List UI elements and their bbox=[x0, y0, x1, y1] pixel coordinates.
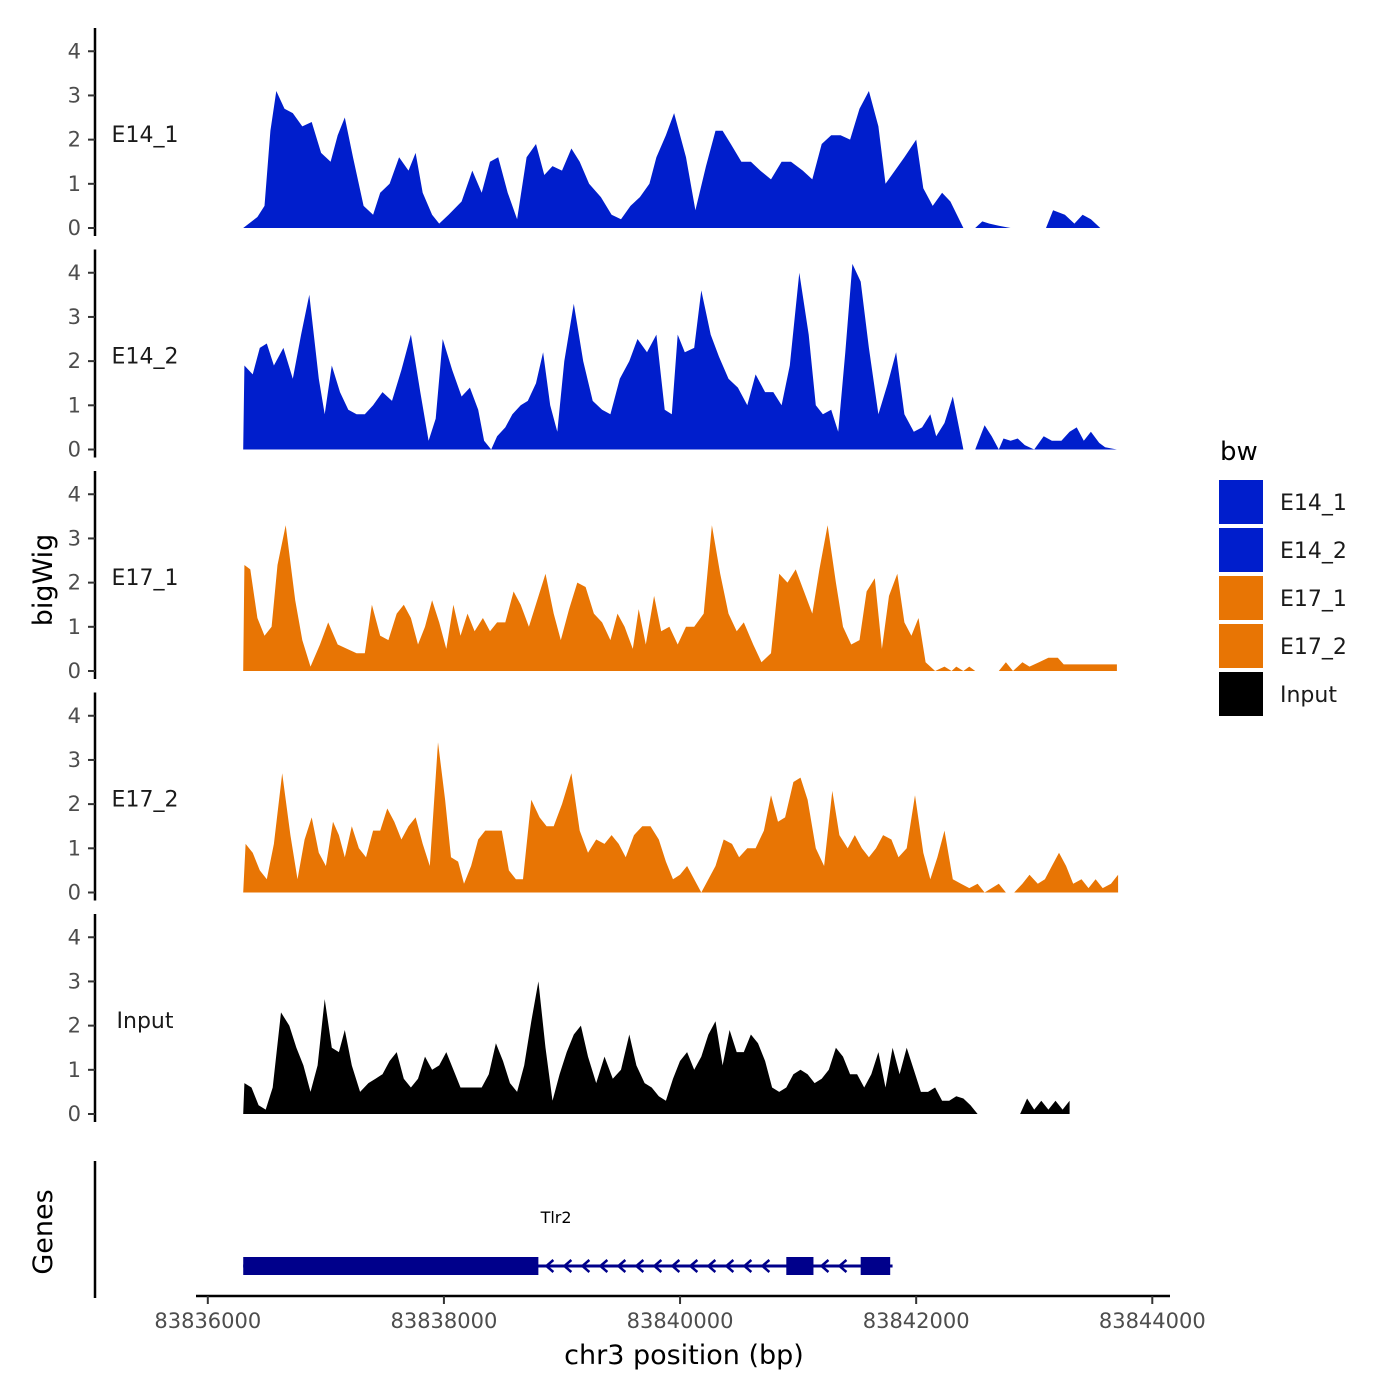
legend-label: E14_1 bbox=[1280, 491, 1347, 516]
strand-arrow bbox=[819, 1259, 830, 1273]
coverage-tracks: 0 1 2 3 4 E14_1 0 1 2 3 4 E14_2 0 1 2 3 4 E17_1 0 1 2 3 4 E17_2… bbox=[68, 28, 1119, 1126]
track-Input: 0 1 2 3 4 Input bbox=[68, 914, 1070, 1126]
legend: bw E14_1 E14_2 E17_1 E17_2 Input bbox=[1219, 437, 1347, 716]
y-tick-label: 3 bbox=[68, 526, 81, 550]
track-label: E17_1 bbox=[112, 566, 179, 591]
legend-swatch bbox=[1219, 624, 1263, 668]
y-tick-label: 3 bbox=[68, 748, 81, 772]
y-tick-label: 2 bbox=[68, 792, 81, 816]
y-tick-label: 1 bbox=[68, 836, 81, 860]
legend-label: Input bbox=[1280, 683, 1337, 708]
strand-arrow bbox=[544, 1259, 555, 1273]
legend-item-E14_1: E14_1 bbox=[1219, 480, 1347, 524]
strand-arrow bbox=[837, 1259, 848, 1273]
y-tick-label: 3 bbox=[68, 305, 81, 329]
track-label: Input bbox=[117, 1009, 174, 1034]
legend-label: E17_1 bbox=[1280, 587, 1347, 612]
genes-track: Tlr2 bbox=[93, 1161, 893, 1298]
legend-item-Input: Input bbox=[1219, 672, 1337, 716]
strand-arrow bbox=[706, 1259, 717, 1273]
y-tick-label: 1 bbox=[68, 393, 81, 417]
y-tick-label: 0 bbox=[68, 881, 81, 905]
y-tick-label: 2 bbox=[68, 128, 81, 152]
strand-arrow bbox=[562, 1259, 573, 1273]
track-E17_1: 0 1 2 3 4 E17_1 bbox=[68, 471, 1117, 683]
y-tick-label: 0 bbox=[68, 1102, 81, 1126]
x-tick-label: 83836000 bbox=[154, 1309, 261, 1333]
y-tick-label: 2 bbox=[68, 349, 81, 373]
y-tick-label: 4 bbox=[68, 704, 81, 728]
track-label: E14_1 bbox=[112, 123, 179, 148]
genes-axis-title: Genes bbox=[28, 1189, 59, 1274]
x-axis-title: chr3 position (bp) bbox=[564, 1340, 804, 1371]
strand-arrow bbox=[598, 1259, 609, 1273]
track-label: E14_2 bbox=[112, 345, 179, 370]
y-tick-label: 3 bbox=[68, 969, 81, 993]
x-tick-label: 83844000 bbox=[1099, 1309, 1206, 1333]
area-E14_1 bbox=[243, 91, 1101, 228]
legend-item-E17_2: E17_2 bbox=[1219, 624, 1347, 668]
y-tick-label: 4 bbox=[68, 39, 81, 63]
legend-label: E17_2 bbox=[1280, 635, 1347, 660]
x-axis: 83836000 83838000 83840000 83842000 83844000 bbox=[154, 1294, 1206, 1333]
strand-arrow bbox=[688, 1259, 699, 1273]
strand-arrow bbox=[724, 1259, 735, 1273]
legend-swatch bbox=[1219, 672, 1263, 716]
gene-exon bbox=[786, 1257, 814, 1275]
legend-item-E17_1: E17_1 bbox=[1219, 576, 1347, 620]
y-tick-label: 4 bbox=[68, 482, 81, 506]
legend-label: E14_2 bbox=[1280, 539, 1347, 564]
track-label: E17_2 bbox=[112, 788, 179, 813]
x-tick-label: 83838000 bbox=[390, 1309, 497, 1333]
track-E14_1: 0 1 2 3 4 E14_1 bbox=[68, 28, 1101, 240]
y-tick-label: 0 bbox=[68, 216, 81, 240]
area-E17_2 bbox=[243, 742, 1119, 893]
area-E17_1 bbox=[243, 525, 1117, 671]
area-Input bbox=[243, 981, 1070, 1114]
y-tick-label: 2 bbox=[68, 1014, 81, 1038]
y-tick-label: 0 bbox=[68, 659, 81, 683]
strand-arrow bbox=[580, 1259, 591, 1273]
track-E14_2: 0 1 2 3 4 E14_2 bbox=[68, 249, 1117, 462]
gene-name-label: Tlr2 bbox=[540, 1208, 572, 1227]
area-E14_2 bbox=[243, 263, 1117, 450]
x-tick-label: 83842000 bbox=[863, 1309, 970, 1333]
y-axis-title: bigWig bbox=[28, 534, 59, 627]
strand-arrow bbox=[670, 1259, 681, 1273]
track-E17_2: 0 1 2 3 4 E17_2 bbox=[68, 692, 1119, 905]
legend-swatch bbox=[1219, 480, 1263, 524]
gene-exon bbox=[860, 1257, 891, 1275]
legend-swatch bbox=[1219, 528, 1263, 572]
strand-arrow bbox=[742, 1259, 753, 1273]
legend-swatch bbox=[1219, 576, 1263, 620]
y-tick-label: 0 bbox=[68, 438, 81, 462]
strand-arrow bbox=[634, 1259, 645, 1273]
y-tick-label: 1 bbox=[68, 615, 81, 639]
y-tick-label: 4 bbox=[68, 261, 81, 285]
y-tick-label: 3 bbox=[68, 83, 81, 107]
strand-arrow bbox=[616, 1259, 627, 1273]
y-tick-label: 1 bbox=[68, 172, 81, 196]
gene-exon bbox=[243, 1257, 539, 1275]
y-tick-label: 4 bbox=[68, 925, 81, 949]
legend-item-E14_2: E14_2 bbox=[1219, 528, 1347, 572]
strand-arrow bbox=[652, 1259, 663, 1273]
y-tick-label: 1 bbox=[68, 1058, 81, 1082]
y-tick-label: 2 bbox=[68, 571, 81, 595]
strand-arrow bbox=[760, 1259, 771, 1273]
x-tick-label: 83840000 bbox=[627, 1309, 734, 1333]
legend-title: bw bbox=[1220, 437, 1258, 467]
